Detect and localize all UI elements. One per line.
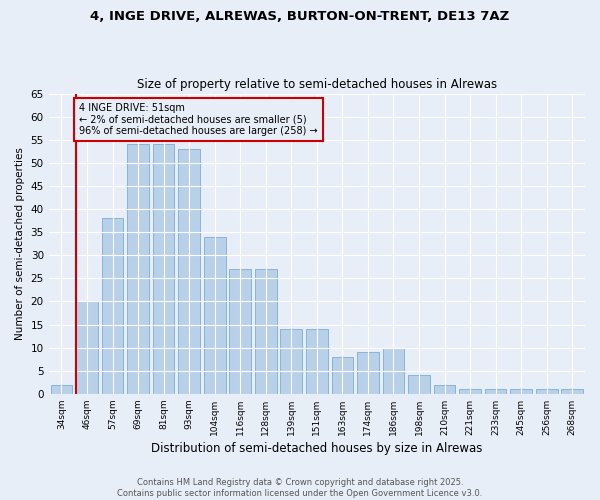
Bar [204,237,226,394]
Bar [306,329,328,394]
Bar [101,218,124,394]
Bar [357,352,379,394]
Bar [434,384,455,394]
Bar [178,149,200,394]
Bar [76,302,98,394]
Bar [383,348,404,394]
Y-axis label: Number of semi-detached properties: Number of semi-detached properties [15,147,25,340]
Bar [485,389,506,394]
X-axis label: Distribution of semi-detached houses by size in Alrewas: Distribution of semi-detached houses by … [151,442,482,455]
Bar [50,384,72,394]
Bar [153,144,175,394]
Title: Size of property relative to semi-detached houses in Alrewas: Size of property relative to semi-detach… [137,78,497,91]
Bar [408,376,430,394]
Bar [332,357,353,394]
Text: 4, INGE DRIVE, ALREWAS, BURTON-ON-TRENT, DE13 7AZ: 4, INGE DRIVE, ALREWAS, BURTON-ON-TRENT,… [91,10,509,23]
Bar [229,269,251,394]
Bar [459,389,481,394]
Bar [255,269,277,394]
Bar [536,389,557,394]
Bar [280,329,302,394]
Text: 4 INGE DRIVE: 51sqm
← 2% of semi-detached houses are smaller (5)
96% of semi-det: 4 INGE DRIVE: 51sqm ← 2% of semi-detache… [79,103,318,136]
Bar [127,144,149,394]
Bar [562,389,583,394]
Bar [510,389,532,394]
Text: Contains HM Land Registry data © Crown copyright and database right 2025.
Contai: Contains HM Land Registry data © Crown c… [118,478,482,498]
